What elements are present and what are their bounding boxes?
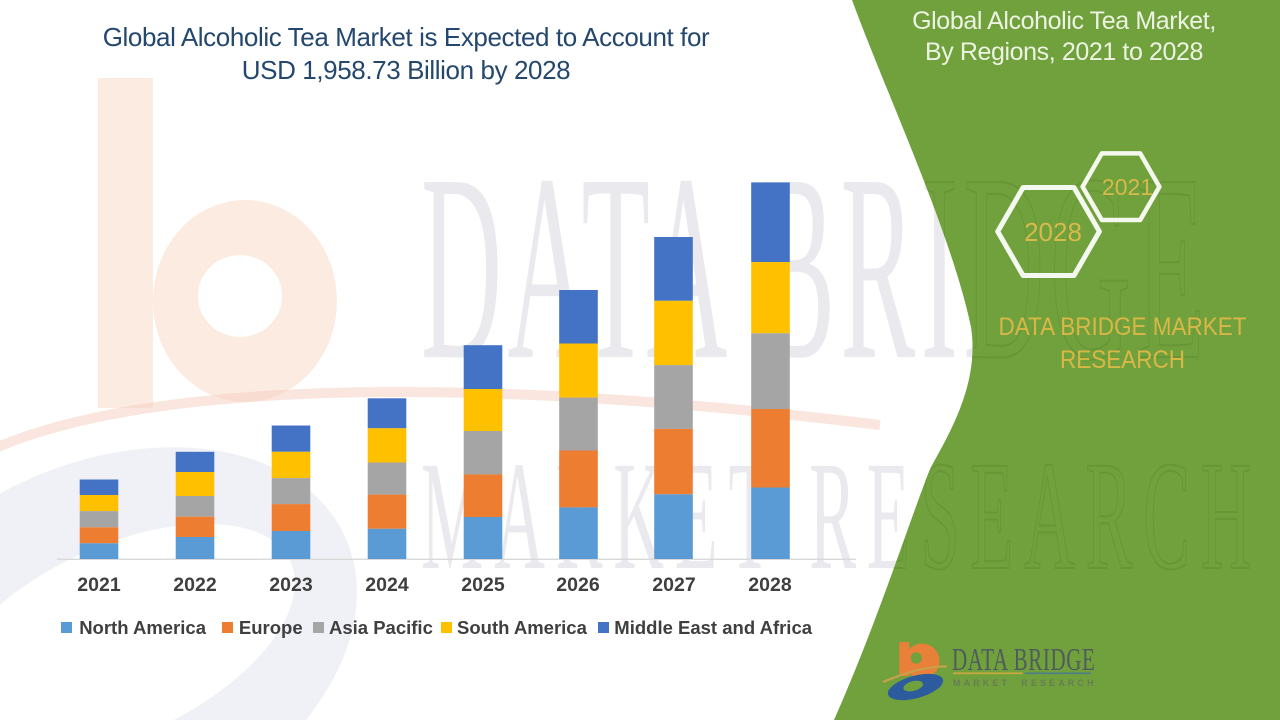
- svg-text:MARKET RESEARCH: MARKET RESEARCH: [421, 430, 1262, 603]
